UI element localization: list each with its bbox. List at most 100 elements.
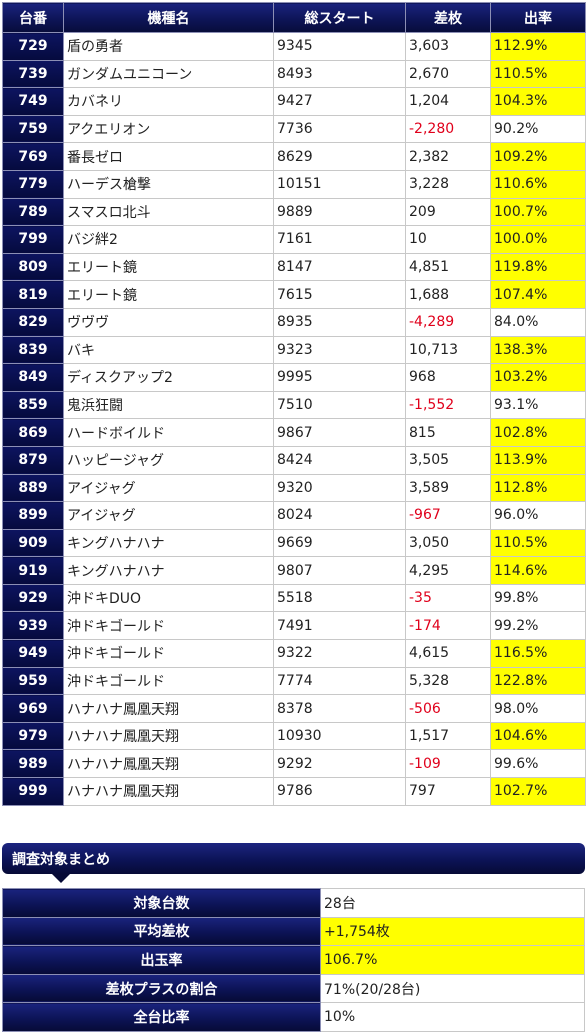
machine-number-cell: 739 xyxy=(2,59,64,89)
payout-rate-cell: 104.3% xyxy=(490,87,586,116)
payout-rate-cell: 112.8% xyxy=(490,473,586,503)
machine-name-cell: 沖ドキゴールド xyxy=(63,611,274,641)
table-row: 919 キングハナハナ 9807 4,295 114.6% xyxy=(2,556,586,585)
total-start-cell: 8629 xyxy=(273,142,406,171)
total-start-cell: 8935 xyxy=(273,307,406,337)
payout-rate-cell: 138.3% xyxy=(490,335,586,365)
machine-number-cell: 879 xyxy=(2,445,64,475)
payout-rate-cell: 104.6% xyxy=(490,721,586,751)
table-row: 839 バキ 9323 10,713 138.3% xyxy=(2,335,586,365)
payout-rate-cell: 99.6% xyxy=(490,749,586,779)
summary-row: 対象台数 28台 xyxy=(2,888,585,918)
payout-rate-cell: 122.8% xyxy=(490,666,586,696)
coin-difference-cell: 1,204 xyxy=(405,87,491,116)
total-start-cell: 10151 xyxy=(273,169,406,199)
machine-name-cell: ガンダムユニコーン xyxy=(63,59,274,89)
coin-difference-cell: 5,328 xyxy=(405,666,491,696)
machine-number-cell: 819 xyxy=(2,280,64,309)
machine-name-cell: ハードボイルド xyxy=(63,418,274,447)
table-row: 769 番長ゼロ 8629 2,382 109.2% xyxy=(2,142,586,171)
machine-name-cell: カバネリ xyxy=(63,87,274,116)
payout-rate-cell: 99.8% xyxy=(490,583,586,613)
machine-name-cell: バキ xyxy=(63,335,274,365)
table-row: 859 鬼浜狂闘 7510 -1,552 93.1% xyxy=(2,390,586,420)
summary-value: +1,754枚 xyxy=(320,916,585,947)
machine-number-cell: 729 xyxy=(2,32,64,61)
table-row: 989 ハナハナ鳳凰天翔 9292 -109 99.6% xyxy=(2,749,586,779)
coin-difference-cell: 3,603 xyxy=(405,32,491,61)
machine-name-cell: 盾の勇者 xyxy=(63,32,274,61)
total-start-cell: 10930 xyxy=(273,721,406,751)
payout-rate-cell: 100.0% xyxy=(490,225,586,254)
total-start-cell: 7774 xyxy=(273,666,406,696)
total-start-cell: 8378 xyxy=(273,694,406,723)
total-start-cell: 5518 xyxy=(273,583,406,613)
table-row: 729 盾の勇者 9345 3,603 112.9% xyxy=(2,32,586,61)
coin-difference-cell: -109 xyxy=(405,749,491,779)
total-start-cell: 7491 xyxy=(273,611,406,641)
machine-name-cell: バジ絆2 xyxy=(63,225,274,254)
payout-rate-cell: 109.2% xyxy=(490,142,586,171)
coin-difference-cell: -967 xyxy=(405,501,491,530)
coin-difference-cell: 815 xyxy=(405,418,491,447)
machine-number-cell: 939 xyxy=(2,611,64,641)
total-start-cell: 9323 xyxy=(273,335,406,365)
payout-rate-cell: 116.5% xyxy=(490,639,586,668)
machine-name-cell: ハッピージャグ xyxy=(63,445,274,475)
summary-title: 調査対象まとめ xyxy=(12,852,110,868)
header-machine-number: 台番 xyxy=(2,2,64,33)
summary-value: 10% xyxy=(320,1002,585,1032)
machine-name-cell: エリート鏡 xyxy=(63,280,274,309)
machine-name-cell: スマスロ北斗 xyxy=(63,197,274,227)
total-start-cell: 9322 xyxy=(273,639,406,668)
machine-number-cell: 969 xyxy=(2,694,64,723)
machine-number-cell: 809 xyxy=(2,252,64,282)
coin-difference-cell: -506 xyxy=(405,694,491,723)
machine-number-cell: 989 xyxy=(2,749,64,779)
header-machine-name: 機種名 xyxy=(63,2,274,33)
coin-difference-cell: -4,289 xyxy=(405,307,491,337)
total-start-cell: 9320 xyxy=(273,473,406,503)
table-row: 799 バジ絆2 7161 10 100.0% xyxy=(2,225,586,254)
summary-label: 平均差枚 xyxy=(2,916,321,947)
total-start-cell: 9669 xyxy=(273,528,406,558)
coin-difference-cell: 1,517 xyxy=(405,721,491,751)
coin-difference-cell: 2,670 xyxy=(405,59,491,89)
summary-row: 全台比率 10% xyxy=(2,1002,585,1032)
table-row: 789 スマスロ北斗 9889 209 100.7% xyxy=(2,197,586,227)
machine-number-cell: 789 xyxy=(2,197,64,227)
summary-label: 差枚プラスの割合 xyxy=(2,973,321,1004)
payout-rate-cell: 99.2% xyxy=(490,611,586,641)
table-row: 939 沖ドキゴールド 7491 -174 99.2% xyxy=(2,611,586,641)
summary-section-header: 調査対象まとめ xyxy=(2,843,585,883)
machine-number-cell: 959 xyxy=(2,666,64,696)
machine-data-table: 台番 機種名 総スタート 差枚 出率 729 盾の勇者 9345 3,603 112.9… xyxy=(2,2,586,806)
machine-number-cell: 919 xyxy=(2,556,64,585)
payout-rate-cell: 100.7% xyxy=(490,197,586,227)
machine-name-cell: アイジャグ xyxy=(63,501,274,530)
total-start-cell: 7736 xyxy=(273,114,406,144)
payout-rate-cell: 110.5% xyxy=(490,528,586,558)
coin-difference-cell: 3,050 xyxy=(405,528,491,558)
machine-number-cell: 979 xyxy=(2,721,64,751)
machine-number-cell: 859 xyxy=(2,390,64,420)
coin-difference-cell: 797 xyxy=(405,777,491,806)
machine-name-cell: ハーデス槍撃 xyxy=(63,169,274,199)
summary-value: 28台 xyxy=(320,888,585,918)
payout-rate-cell: 98.0% xyxy=(490,694,586,723)
coin-difference-cell: 209 xyxy=(405,197,491,227)
speech-notch-icon xyxy=(52,874,70,883)
table-row: 829 ヴヴヴ 8935 -4,289 84.0% xyxy=(2,307,586,337)
machine-number-cell: 869 xyxy=(2,418,64,447)
machine-name-cell: キングハナハナ xyxy=(63,528,274,558)
table-row: 949 沖ドキゴールド 9322 4,615 116.5% xyxy=(2,639,586,668)
machine-number-cell: 779 xyxy=(2,169,64,199)
summary-label: 対象台数 xyxy=(2,888,321,918)
coin-difference-cell: 1,688 xyxy=(405,280,491,309)
machine-name-cell: 沖ドキゴールド xyxy=(63,639,274,668)
total-start-cell: 7615 xyxy=(273,280,406,309)
table-row: 819 エリート鏡 7615 1,688 107.4% xyxy=(2,280,586,309)
table-header-row: 台番 機種名 総スタート 差枚 出率 xyxy=(2,2,586,33)
summary-body: 対象台数 28台 平均差枚 +1,754枚 出玉率 106.7% 差枚プラスの割合 71%(2… xyxy=(2,888,585,1032)
